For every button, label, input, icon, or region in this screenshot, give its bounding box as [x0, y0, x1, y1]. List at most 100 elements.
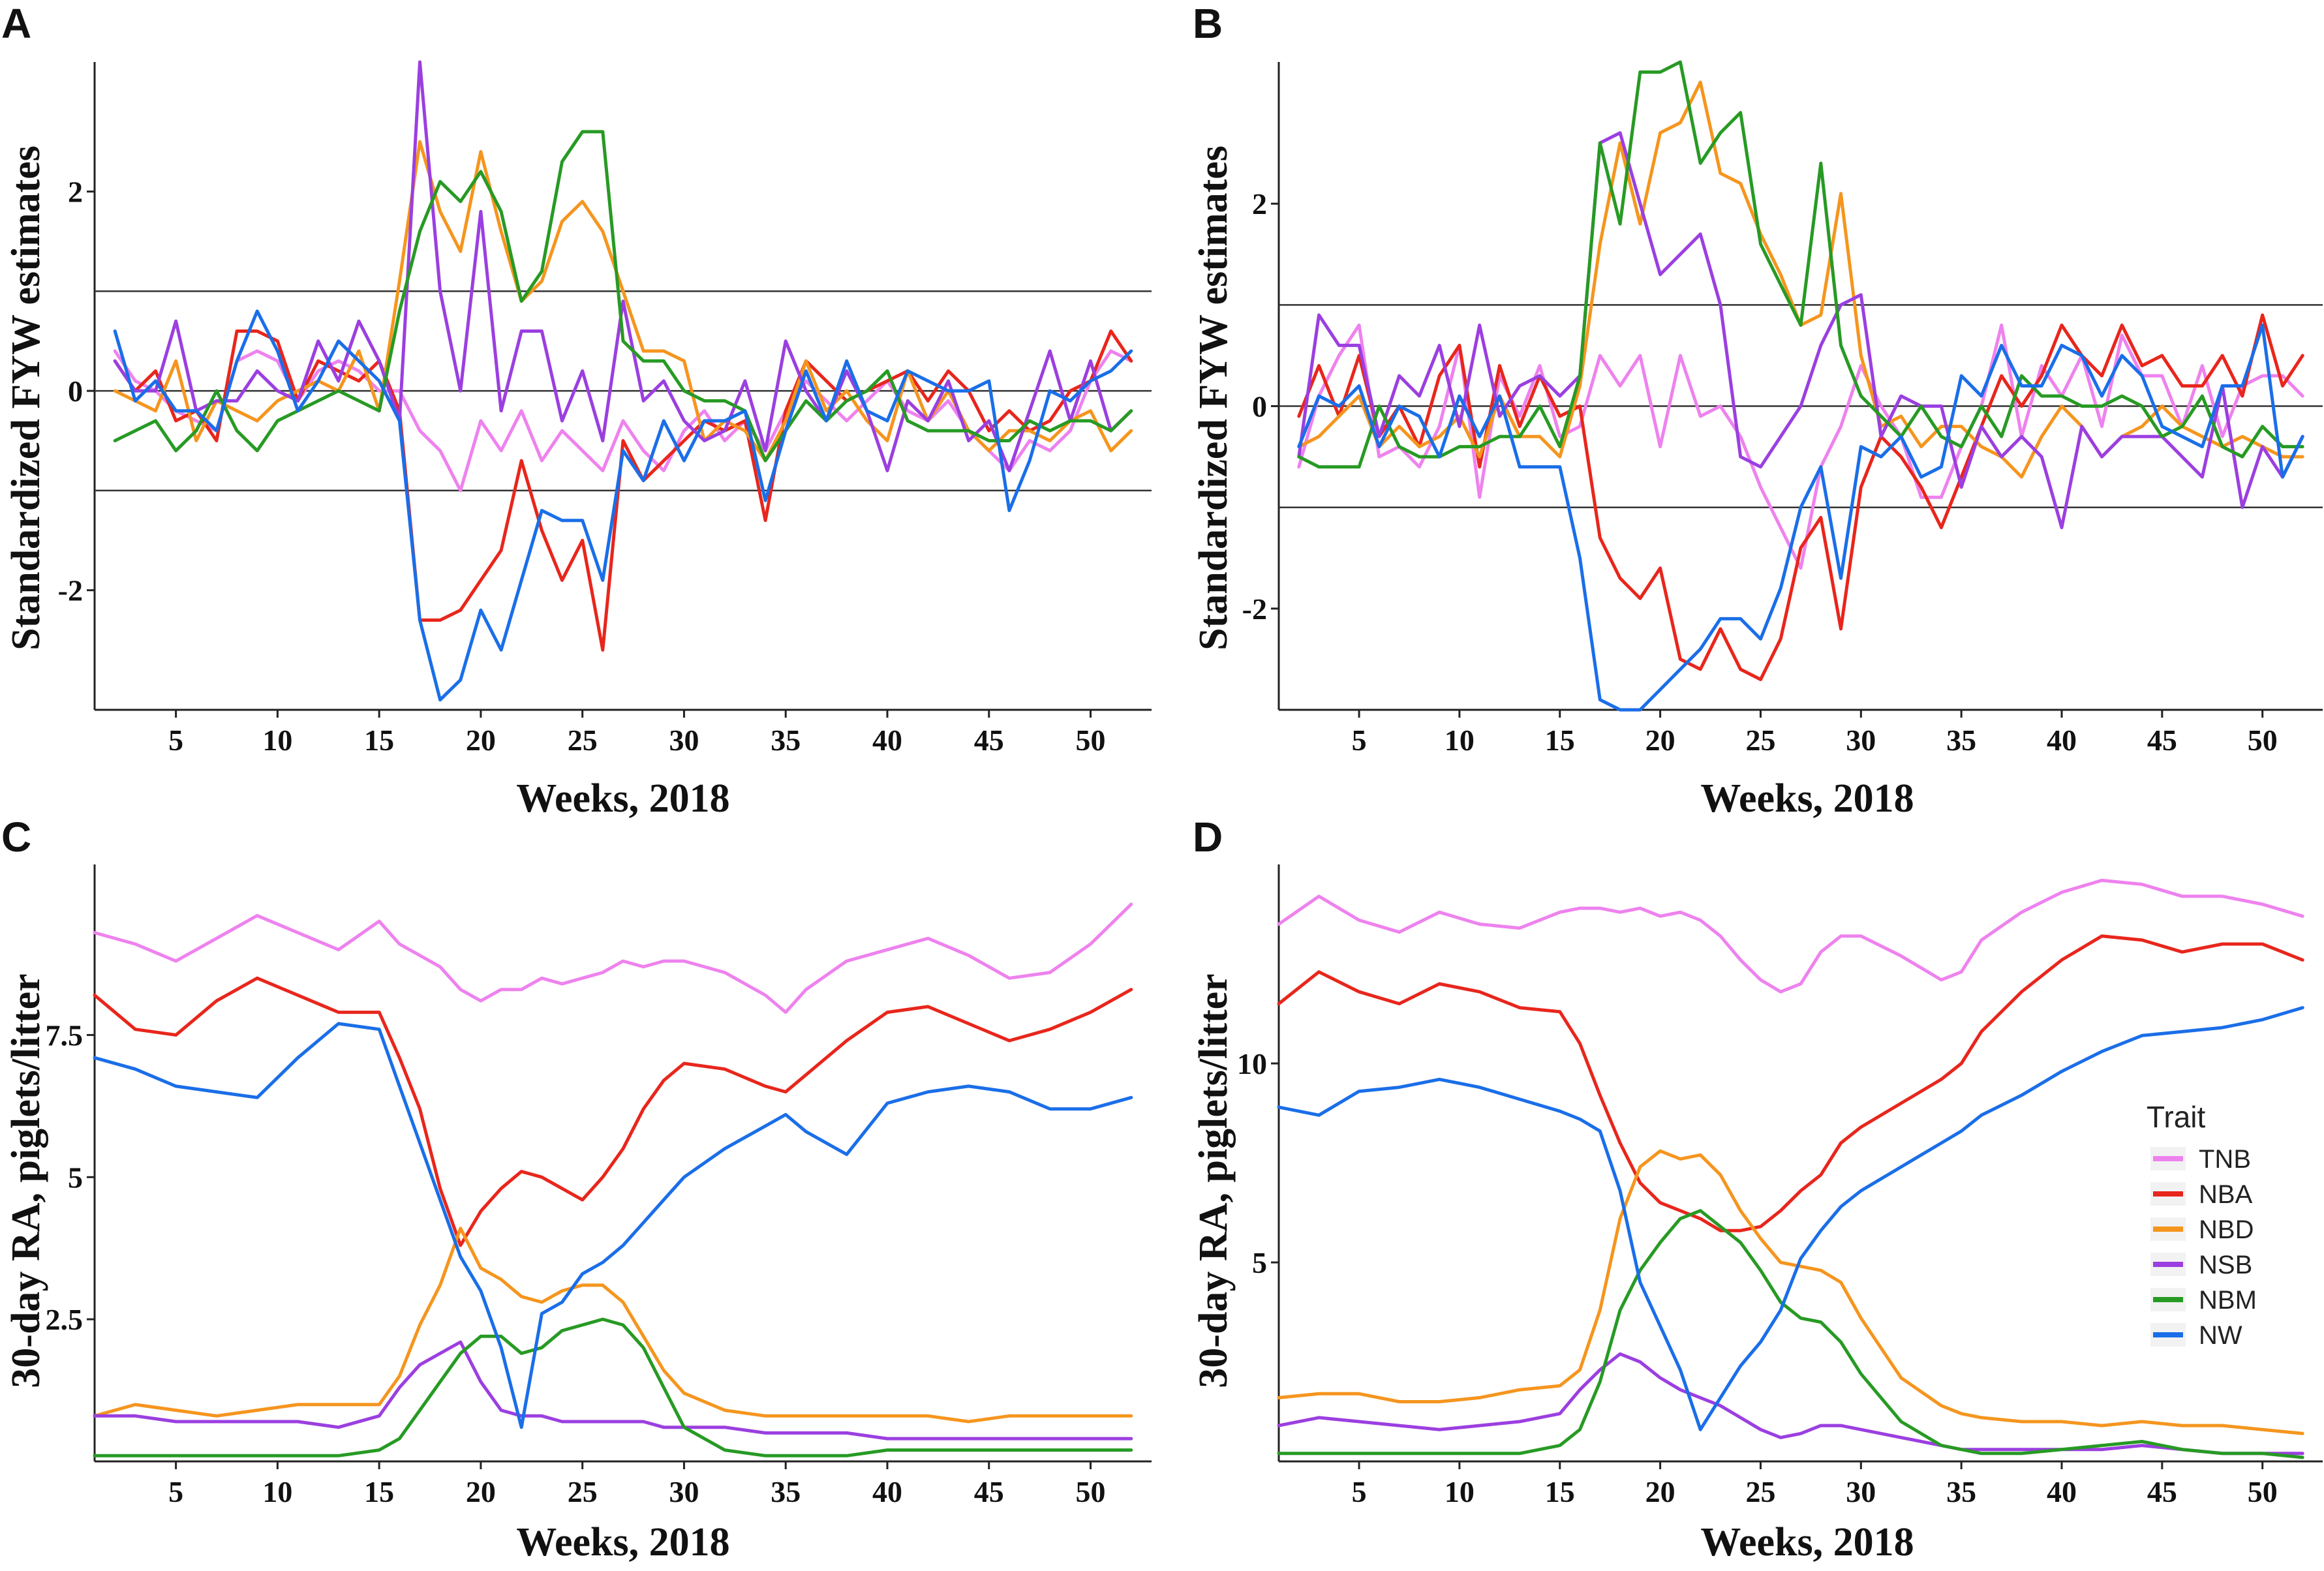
panel-c-series-nbm — [93, 1317, 1133, 1457]
panel-a-xtick-label-30: 30 — [669, 724, 699, 757]
legend-label-nba: NBA — [2199, 1180, 2253, 1209]
panel-b-xtick-label-45: 45 — [2147, 724, 2177, 757]
panel-b-letter: B — [1193, 0, 1223, 47]
panel-a-series-nsb — [113, 60, 1133, 472]
panel-a-xtick-label-5: 5 — [168, 724, 183, 757]
panel-d-xtick-label-10: 10 — [1445, 1475, 1475, 1508]
panel-d-series-nw — [1277, 1006, 2304, 1431]
panel-b-plot: 5 10 15 20 25 30 35 40 45 50 -2 0 2 — [1242, 60, 2323, 757]
panel-c-series-nba — [93, 976, 1133, 1247]
panel-d-ytick-label-1: 10 — [1237, 1047, 1267, 1080]
panel-b-xtick-label-15: 15 — [1545, 724, 1575, 757]
panel-d-series-nbm — [1277, 1209, 2304, 1459]
panel-c-ytick-label-1: 5 — [68, 1161, 83, 1194]
panel-c-series-nsb — [93, 1340, 1133, 1441]
panel-c-letter: C — [1, 814, 31, 861]
panel-c-series-nw — [93, 1022, 1133, 1429]
legend-entry-nbd: NBD — [2150, 1215, 2254, 1244]
panel-c-xtick-label-10: 10 — [262, 1475, 292, 1508]
panel-c-xtick-label-15: 15 — [364, 1475, 394, 1508]
panel-b-series-nbd — [1297, 80, 2304, 479]
panel-b-xtick-label-50: 50 — [2248, 724, 2278, 757]
panel-b-xtick-label-20: 20 — [1645, 724, 1675, 757]
panel-a-xtick-label-45: 45 — [974, 724, 1004, 757]
panel-a-xtick-label-20: 20 — [466, 724, 496, 757]
panel-a-ylabel: Standardized FYW estimates — [4, 145, 48, 650]
panel-a-series-nba — [113, 329, 1133, 652]
panel-c-ytick-label-0: 2.5 — [46, 1303, 84, 1336]
panel-a-series-nw — [113, 309, 1133, 702]
panel-c-series-nbd — [93, 1227, 1133, 1424]
panel-c-xtick-label-20: 20 — [466, 1475, 496, 1508]
panel-d-series-nba — [1277, 934, 2304, 1232]
panel-d-xtick-label-35: 35 — [1946, 1475, 1976, 1508]
panel-c-xtick-label-45: 45 — [974, 1475, 1004, 1508]
panel-a-ytick-label-0: -2 — [58, 574, 83, 607]
legend-entry-nw: NW — [2150, 1321, 2242, 1350]
legend-label-nw: NW — [2199, 1321, 2242, 1350]
panel-a-series-tnb — [113, 349, 1133, 493]
panel-a-plot: 5 10 15 20 25 30 35 40 45 50 -2 0 2 — [58, 60, 1152, 757]
legend-entry-nsb: NSB — [2150, 1251, 2252, 1279]
panel-a-letter: A — [1, 0, 31, 47]
panel-c-xtick-label-5: 5 — [168, 1475, 183, 1508]
panel-b-ytick-label-1: 0 — [1252, 390, 1267, 423]
panel-c-xtick-label-40: 40 — [872, 1475, 902, 1508]
panel-d-ytick-label-0: 5 — [1252, 1246, 1267, 1279]
legend-label-tnb: TNB — [2199, 1145, 2251, 1174]
legend-entry-tnb: TNB — [2150, 1145, 2251, 1174]
legend-entry-nba: NBA — [2150, 1180, 2253, 1209]
panel-a-ytick-label-1: 0 — [68, 374, 83, 408]
panel-b-ytick-label-0: -2 — [1242, 592, 1267, 626]
panel-b-ytick-label-2: 2 — [1252, 187, 1267, 221]
panel-a-xtick-label-50: 50 — [1076, 724, 1106, 757]
panel-c-xtick-label-30: 30 — [669, 1475, 699, 1508]
legend-label-nsb: NSB — [2199, 1251, 2252, 1279]
panel-c-plot: 5 10 15 20 25 30 35 40 45 50 2.5 5 7.5 — [46, 864, 1152, 1508]
panel-d-plot: 5 10 15 20 25 30 35 40 45 50 5 10 — [1237, 864, 2323, 1508]
panel-d-xtick-label-5: 5 — [1352, 1475, 1367, 1508]
panel-d-series-nbd — [1277, 1149, 2304, 1435]
panel-d-xtick-label-25: 25 — [1745, 1475, 1775, 1508]
panel-b-series-nsb — [1297, 131, 2304, 530]
panel-a: A Standardized FYW estimates Weeks, 2018… — [1, 0, 1152, 821]
panel-c-xlabel: Weeks, 2018 — [516, 1520, 729, 1564]
panel-b-series-nba — [1297, 313, 2304, 681]
panel-c: C 30-day RA, piglets/litter Weeks, 2018 … — [1, 814, 1152, 1564]
panel-d-xtick-label-30: 30 — [1846, 1475, 1876, 1508]
legend-title: Trait — [2147, 1100, 2206, 1134]
panel-c-ytick-label-2: 7.5 — [46, 1018, 84, 1052]
panel-b-series-nw — [1297, 323, 2304, 712]
panel-c-xtick-label-35: 35 — [771, 1475, 801, 1508]
panel-d-xtick-label-50: 50 — [2248, 1475, 2278, 1508]
panel-d-series-nsb — [1277, 1352, 2304, 1456]
panel-a-xtick-label-25: 25 — [568, 724, 598, 757]
panel-a-xtick-label-40: 40 — [872, 724, 902, 757]
panel-c-ylabel: 30-day RA, piglets/litter — [4, 973, 48, 1388]
panel-b-xtick-label-10: 10 — [1445, 724, 1475, 757]
panel-d-xtick-label-40: 40 — [2047, 1475, 2077, 1508]
panel-b-ylabel: Standardized FYW estimates — [1191, 145, 1236, 650]
panel-a-series-nbm — [113, 130, 1133, 463]
legend: Trait TNB NBA NBD NSB NBM — [2147, 1100, 2257, 1350]
panel-d-letter: D — [1193, 814, 1223, 861]
panel-b-series-nbm — [1297, 60, 2304, 469]
legend-label-nbm: NBM — [2199, 1286, 2257, 1315]
panel-a-xlabel: Weeks, 2018 — [516, 776, 729, 821]
panel-c-xtick-label-25: 25 — [568, 1475, 598, 1508]
panel-b-xtick-label-5: 5 — [1352, 724, 1367, 757]
panel-b: B Standardized FYW estimates Weeks, 2018… — [1191, 0, 2323, 821]
panel-a-xtick-label-15: 15 — [364, 724, 394, 757]
panel-d-series-tnb — [1277, 878, 2304, 994]
panel-c-series-tnb — [93, 902, 1133, 1014]
panel-b-xtick-label-40: 40 — [2047, 724, 2077, 757]
panel-d: D 30-day RA, piglets/litter Weeks, 2018 … — [1191, 814, 2323, 1564]
panel-b-xtick-label-30: 30 — [1846, 724, 1876, 757]
panel-c-xtick-label-50: 50 — [1076, 1475, 1106, 1508]
panel-a-xtick-label-35: 35 — [771, 724, 801, 757]
panel-d-ylabel: 30-day RA, piglets/litter — [1191, 973, 1236, 1388]
panel-d-xtick-label-20: 20 — [1645, 1475, 1675, 1508]
panel-a-ytick-label-2: 2 — [68, 175, 83, 209]
panel-b-xtick-label-35: 35 — [1946, 724, 1976, 757]
panel-b-xlabel: Weeks, 2018 — [1700, 776, 1914, 821]
